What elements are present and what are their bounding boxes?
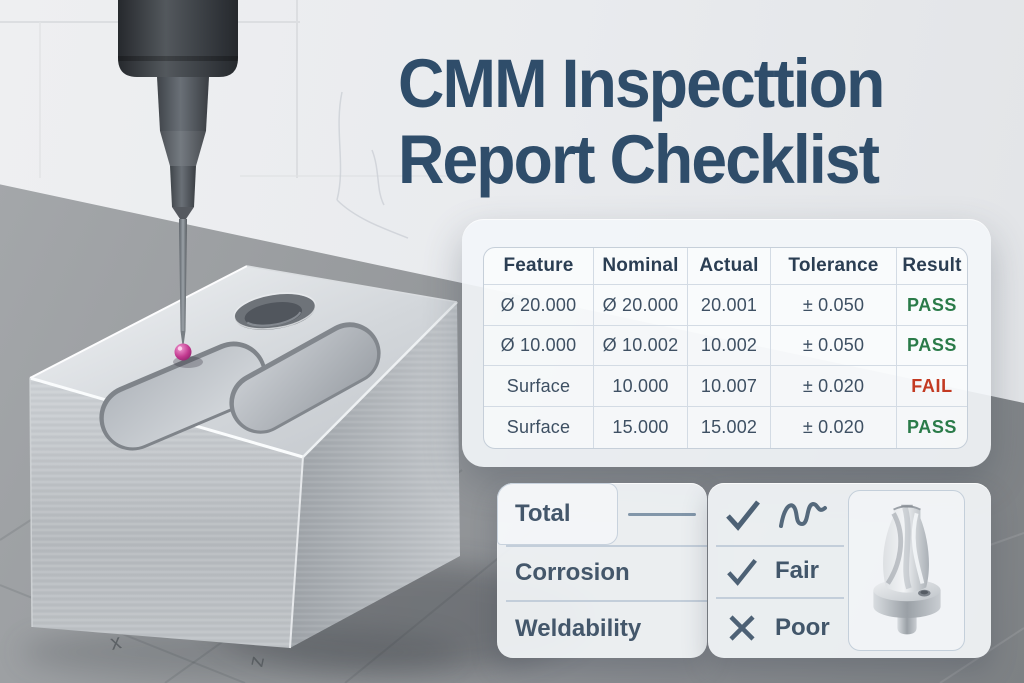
checklist-mark-row: Fair (708, 545, 848, 597)
table-cell: Ø 20.000 (484, 285, 594, 326)
inspection-table: Feature Nominal Actual Tolerance Result … (483, 247, 968, 449)
checklist-value-poor: Poor (775, 613, 830, 641)
row-divider (716, 545, 844, 547)
sample-part-box (848, 490, 965, 651)
table-cell: 20.001 (688, 285, 771, 326)
table-cell: Surface (484, 407, 594, 448)
table-cell: 10.002 (688, 326, 771, 366)
table-cell: ± 0.050 (771, 326, 897, 366)
cross-icon (729, 614, 755, 641)
block-pocket-left (99, 341, 267, 451)
connector-line (628, 513, 696, 516)
table-header-cell: Result (897, 248, 967, 285)
page-title-line2: Report Checklist (398, 121, 880, 198)
checklist-mark-row (708, 483, 848, 545)
report-panel: Feature Nominal Actual Tolerance Result … (462, 219, 991, 467)
checklist-label-corrosion: Corrosion (515, 558, 630, 586)
result-badge: PASS (906, 417, 958, 437)
table-cell: 15.000 (594, 407, 688, 448)
row-divider (506, 600, 707, 602)
row-divider (716, 597, 844, 599)
table-cell: ± 0.020 (771, 366, 897, 407)
table-cell: Ø 20.000 (594, 285, 688, 326)
ruby-stylus-ball (174, 343, 192, 361)
row-divider (506, 545, 707, 547)
table-cell: ± 0.050 (771, 285, 897, 326)
table-cell: Surface (484, 366, 594, 407)
result-badge: PASS (897, 326, 967, 366)
sample-part-image (872, 504, 941, 634)
checklist-mark-row: Poor (708, 597, 848, 658)
table-cell: 10.007 (688, 366, 771, 407)
table-header-cell: Feature (484, 248, 594, 285)
table-header-cell: Actual (688, 248, 771, 285)
page-title: CMM Inspecttion Report Checklist (398, 45, 885, 198)
result-badge: PASS (897, 285, 967, 326)
table-cell: 10.000 (594, 366, 688, 407)
table-cell: ± 0.020 (771, 407, 897, 448)
check-icon (727, 559, 757, 586)
table-cell: 15.002 (688, 407, 771, 448)
total-tab (497, 483, 618, 545)
checklist-label-weldability: Weldability (515, 615, 642, 642)
table-header-cell: Nominal (594, 248, 688, 285)
cmm-probe-illustration (118, 0, 238, 368)
checklist-value-fair: Fair (775, 557, 820, 584)
block-pocket-right (229, 322, 381, 434)
checklist-label-total: Total (515, 500, 571, 527)
block-counterbore-hole (233, 292, 317, 330)
table-header-cell: Tolerance (771, 248, 897, 285)
result-badge: FAIL (897, 366, 967, 407)
waveform-icon (779, 502, 827, 528)
table-cell: Ø 10.002 (594, 326, 688, 366)
table-cell: Ø 10.000 (484, 326, 594, 366)
checklist-labels-card: Total Corrosion Weldability (497, 483, 707, 658)
page-title-line1: CMM Inspecttion (398, 45, 885, 122)
checklist-marks-card: Fair Poor (708, 483, 991, 658)
check-icon (726, 500, 760, 531)
